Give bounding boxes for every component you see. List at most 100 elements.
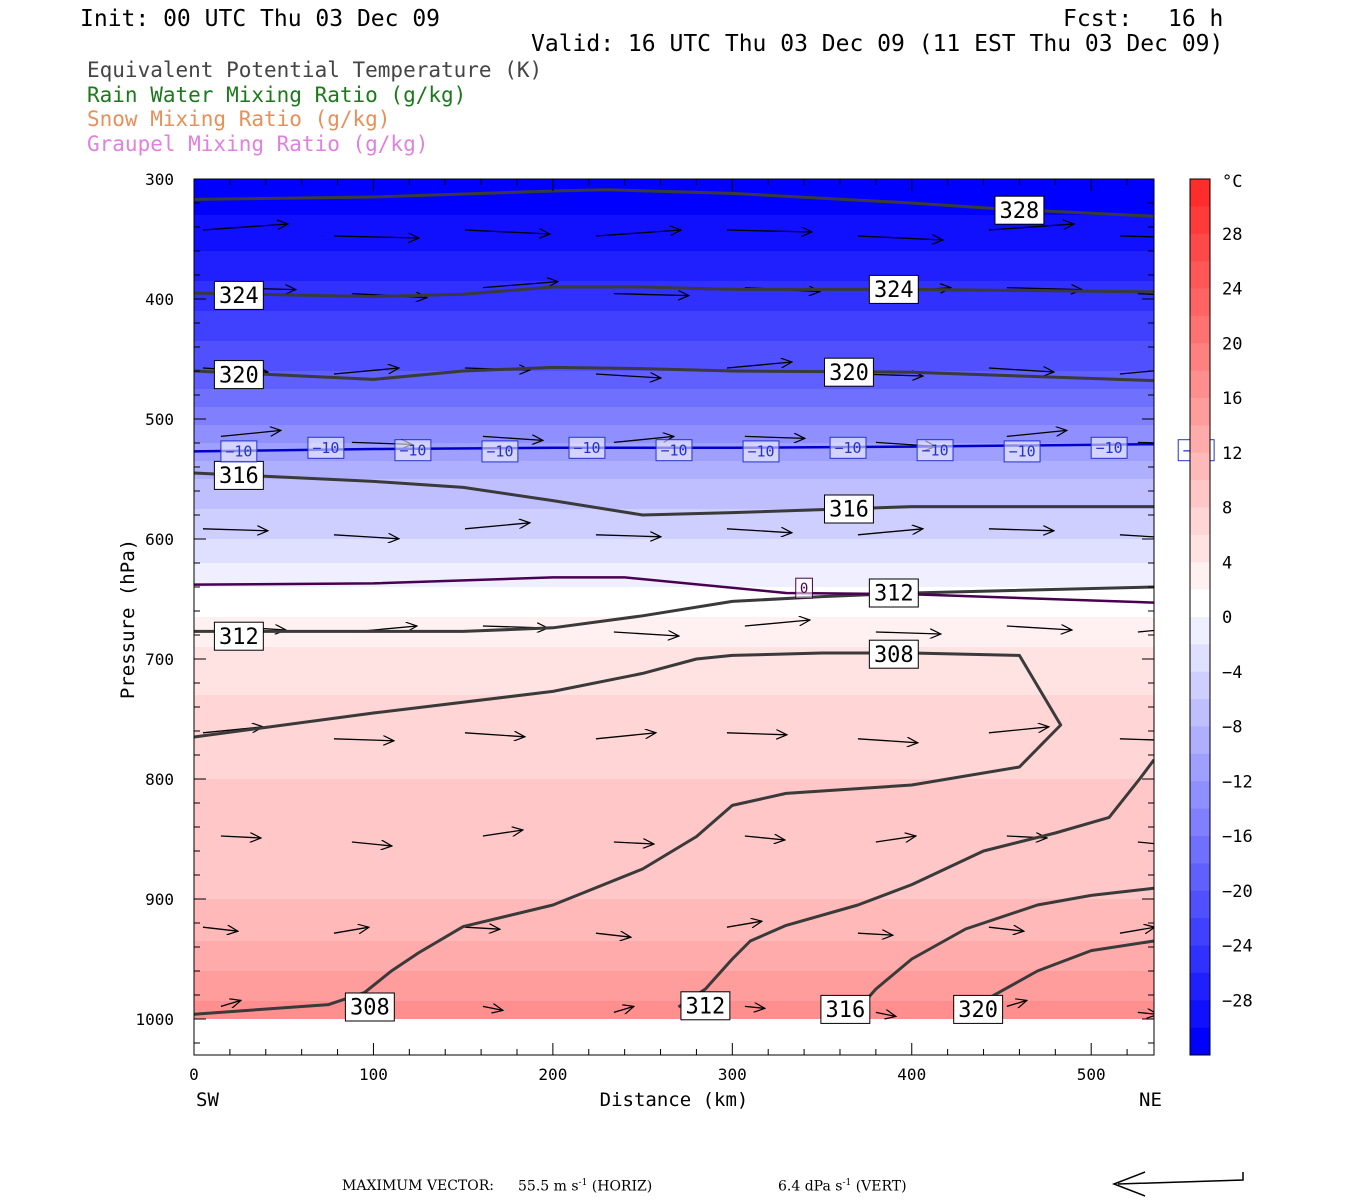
contour-label: −10 bbox=[835, 439, 862, 457]
temp-band bbox=[194, 851, 1154, 858]
temp-band bbox=[194, 245, 1154, 252]
valid-time: Valid: 16 UTC Thu 03 Dec 09 (11 EST Thu … bbox=[531, 31, 1224, 57]
contour-label-box bbox=[823, 357, 874, 387]
x-left-label: SW bbox=[196, 1089, 219, 1111]
forecast-hours: 16 h bbox=[1168, 6, 1224, 32]
temp-band bbox=[194, 551, 1154, 558]
plot-frame bbox=[193, 178, 1155, 1056]
temp-band bbox=[194, 539, 1154, 546]
wind-vector bbox=[613, 632, 679, 636]
temp-band bbox=[194, 857, 1154, 864]
contour-label: 324 bbox=[874, 278, 914, 303]
wind-vector bbox=[351, 842, 392, 846]
temp-band bbox=[194, 1013, 1154, 1020]
wind-vector bbox=[595, 933, 631, 937]
y-tick-label: 400 bbox=[145, 290, 174, 309]
wind-vector bbox=[988, 529, 1054, 531]
wind-vector bbox=[1119, 235, 1154, 238]
wind-vector bbox=[482, 436, 543, 440]
temp-band bbox=[194, 719, 1154, 726]
temp-band bbox=[194, 497, 1154, 504]
wind-vector bbox=[857, 739, 918, 743]
wind-vector bbox=[875, 836, 916, 843]
colorbar: 28 24 20 16 12 8 4 0 −4 −8 −12 −16 −20 −24 −28 bbox=[1189, 178, 1253, 1056]
temp-band bbox=[194, 413, 1154, 420]
wind-vector bbox=[726, 921, 762, 927]
legend-graupel: Graupel Mixing Ratio (g/kg) bbox=[87, 132, 429, 156]
temp-band bbox=[194, 785, 1154, 792]
temp-band bbox=[194, 569, 1154, 576]
colorbar-swatch bbox=[1190, 1000, 1210, 1029]
contour-label: 316 bbox=[825, 998, 865, 1023]
colorbar-label: −12 bbox=[1222, 772, 1253, 792]
contour-label: 0 bbox=[800, 581, 808, 597]
temp-band bbox=[194, 905, 1154, 912]
temp-band bbox=[194, 845, 1154, 852]
temp-band bbox=[194, 371, 1154, 378]
temp-band bbox=[194, 611, 1154, 618]
colorbar-swatch bbox=[1190, 808, 1210, 837]
temp-band bbox=[194, 713, 1154, 720]
temp-band bbox=[194, 665, 1154, 672]
wind-vector bbox=[857, 236, 943, 240]
temp-band bbox=[194, 515, 1154, 522]
contour-label: 316 bbox=[829, 498, 869, 523]
colorbar-swatch bbox=[1190, 781, 1210, 810]
temp-band bbox=[194, 203, 1154, 210]
wind-vector bbox=[464, 523, 530, 530]
colorbar-swatch bbox=[1190, 507, 1210, 536]
y-tick-label: 1000 bbox=[135, 1010, 174, 1029]
temp-band bbox=[194, 575, 1154, 582]
temp-band bbox=[194, 989, 1154, 996]
contour-label-box bbox=[823, 494, 874, 524]
temp-band bbox=[194, 653, 1154, 660]
temp-band bbox=[194, 725, 1154, 732]
temp-band bbox=[194, 293, 1154, 300]
colorbar-swatch bbox=[1190, 315, 1210, 344]
colorbar-swatch bbox=[1190, 617, 1210, 645]
contour-label-box bbox=[829, 436, 867, 459]
colorbar-swatch bbox=[1190, 589, 1210, 618]
contour-label-box bbox=[307, 436, 345, 459]
colorbar-swatch bbox=[1190, 836, 1210, 864]
temp-band bbox=[194, 995, 1154, 1002]
colorbar-swatch bbox=[1190, 179, 1210, 207]
contour-label-box bbox=[916, 439, 954, 462]
contour-label: −10 bbox=[922, 441, 949, 459]
temp-band bbox=[194, 893, 1154, 900]
wind-vector bbox=[595, 374, 661, 378]
temp-band bbox=[194, 605, 1154, 612]
temp-band bbox=[194, 947, 1154, 954]
temp-band bbox=[194, 833, 1154, 840]
temp-band bbox=[194, 191, 1154, 198]
colorbar-swatch bbox=[1190, 261, 1210, 289]
colorbar-swatch bbox=[1190, 972, 1210, 1001]
temp-band bbox=[194, 545, 1154, 552]
contour-label: 308 bbox=[874, 643, 914, 668]
colorbar-swatch bbox=[1190, 233, 1210, 262]
x-tick-label: 300 bbox=[718, 1065, 747, 1084]
temp-band bbox=[194, 647, 1154, 654]
colorbar-label: 20 bbox=[1222, 334, 1242, 354]
contour-label-box bbox=[213, 360, 264, 390]
temp-band bbox=[194, 593, 1154, 600]
colorbar-swatch bbox=[1190, 534, 1210, 563]
temp-band bbox=[194, 971, 1154, 978]
temp-band bbox=[194, 251, 1154, 258]
temp-band bbox=[194, 401, 1154, 408]
temp-band bbox=[194, 485, 1154, 492]
wind-vector bbox=[1006, 430, 1067, 438]
contour-label-box bbox=[795, 577, 813, 599]
x-tick-label: 0 bbox=[189, 1065, 199, 1084]
temp-band bbox=[194, 347, 1154, 354]
x-tick-label: 100 bbox=[359, 1065, 388, 1084]
below-ground bbox=[194, 1019, 1154, 1055]
contour-label-box bbox=[868, 274, 919, 304]
contour-label: −10 bbox=[312, 439, 339, 457]
contour-label: −10 bbox=[1096, 439, 1123, 457]
vert-exp: -1 bbox=[842, 1178, 852, 1188]
temp-band bbox=[194, 815, 1154, 822]
temp-band bbox=[194, 827, 1154, 834]
y-axis-title: Pressure (hPa) bbox=[117, 539, 139, 699]
